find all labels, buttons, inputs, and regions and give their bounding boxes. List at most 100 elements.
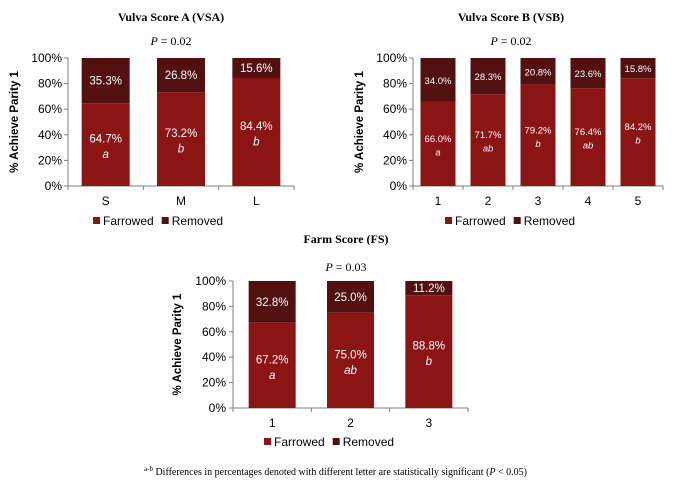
data-label-removed: 15.6% bbox=[240, 63, 273, 75]
bar-farrowed bbox=[405, 295, 453, 408]
data-label-farrowed: 66.0% bbox=[425, 134, 452, 145]
data-label-removed: 23.6% bbox=[575, 69, 602, 80]
footnote-p-value: < 0.05) bbox=[496, 467, 527, 478]
y-tick-label: 0% bbox=[45, 179, 63, 193]
footnote-p: P bbox=[488, 467, 495, 478]
p-symbol: P bbox=[489, 34, 498, 48]
bar-removed bbox=[157, 58, 205, 93]
bar-farrowed bbox=[157, 92, 205, 186]
legend-swatch bbox=[161, 217, 169, 224]
data-label-farrowed: 88.8% bbox=[413, 341, 446, 353]
p-value-label: P = 0.02 bbox=[149, 34, 191, 48]
bar-removed bbox=[620, 58, 656, 79]
y-axis-label: % Achieve Parity 1 bbox=[172, 293, 184, 395]
legend-swatch bbox=[445, 217, 452, 224]
p-value: = 0.02 bbox=[498, 34, 532, 48]
x-tick-label: L bbox=[253, 194, 260, 208]
y-tick-label: 60% bbox=[383, 102, 407, 116]
data-label-removed: 20.8% bbox=[525, 67, 552, 78]
bar-removed bbox=[405, 281, 453, 296]
data-label-farrowed: 75.0% bbox=[334, 349, 367, 361]
chart-panel-2: Vulva Score B (VSB) P = 0.02 % Achieve Par… bbox=[354, 10, 664, 228]
data-label-removed: 25.0% bbox=[334, 292, 367, 304]
data-label-farrowed: 84.2% bbox=[625, 122, 652, 133]
x-tick-label: 1 bbox=[435, 194, 442, 208]
y-tick-label: 100% bbox=[31, 51, 62, 65]
data-label-farrowed: 84.4% bbox=[240, 121, 273, 133]
bar-removed bbox=[470, 58, 506, 95]
bar-farrowed bbox=[420, 101, 456, 186]
y-tick-label: 60% bbox=[38, 102, 62, 116]
significance-letter: a bbox=[435, 147, 440, 158]
bar-farrowed bbox=[232, 77, 281, 186]
significance-letter: b bbox=[253, 136, 260, 148]
significance-letter: ab bbox=[483, 144, 494, 155]
significance-letter: ab bbox=[583, 141, 594, 152]
significance-letter: b bbox=[635, 136, 640, 147]
y-tick-label: 100% bbox=[195, 274, 226, 288]
legend-label: Removed bbox=[172, 214, 223, 228]
data-label-removed: 28.3% bbox=[475, 72, 502, 83]
legend-swatch bbox=[513, 217, 521, 224]
bar-removed bbox=[232, 58, 281, 78]
data-label-removed: 32.8% bbox=[256, 297, 289, 309]
y-tick-label: 40% bbox=[383, 128, 407, 142]
significance-letter: ab bbox=[344, 365, 357, 377]
legend-label: Removed bbox=[524, 214, 575, 228]
bar-farrowed bbox=[470, 94, 506, 186]
y-tick-label: 40% bbox=[38, 128, 62, 142]
bar-farrowed bbox=[620, 78, 656, 186]
bar-removed bbox=[248, 281, 296, 323]
data-label-farrowed: 71.7% bbox=[475, 130, 502, 141]
legend-label: Farrowed bbox=[274, 435, 325, 449]
y-tick-label: 100% bbox=[376, 51, 407, 65]
chart-title: Vulva Score A (VSA) bbox=[118, 10, 224, 24]
y-tick-label: 20% bbox=[38, 153, 62, 167]
significance-letter: b bbox=[178, 144, 185, 156]
x-tick-label: S bbox=[102, 194, 110, 208]
y-tick-label: 0% bbox=[209, 401, 227, 415]
bar-farrowed bbox=[570, 88, 606, 186]
bar-farrowed bbox=[248, 322, 296, 408]
y-tick-label: 60% bbox=[202, 325, 226, 339]
data-label-removed: 34.0% bbox=[425, 76, 452, 87]
y-axis-label: % Achieve Parity 1 bbox=[354, 70, 366, 172]
legend-swatch bbox=[93, 217, 100, 224]
significance-letter: a bbox=[102, 149, 108, 161]
footnote-superscript: a-b bbox=[144, 465, 153, 473]
x-tick-label: 2 bbox=[347, 416, 354, 430]
y-axis-label: % Achieve Parity 1 bbox=[9, 70, 21, 172]
p-value-label: P = 0.02 bbox=[489, 34, 531, 48]
legend-swatch bbox=[332, 438, 340, 445]
legend-swatch bbox=[264, 438, 271, 445]
bar-farrowed bbox=[520, 84, 556, 186]
significance-letter: a bbox=[269, 370, 275, 382]
data-label-removed: 26.8% bbox=[165, 70, 198, 82]
chart-title: Vulva Score B (VSB) bbox=[458, 10, 564, 24]
x-tick-label: 2 bbox=[485, 194, 492, 208]
y-tick-label: 80% bbox=[202, 299, 226, 313]
x-tick-label: 1 bbox=[269, 416, 276, 430]
bar-removed bbox=[570, 58, 606, 89]
chart-panel-1: Vulva Score A (VSA) P = 0.02 % Achieve Par… bbox=[9, 10, 295, 228]
x-tick-label: 4 bbox=[585, 194, 592, 208]
y-tick-label: 80% bbox=[383, 77, 407, 91]
x-tick-label: 3 bbox=[425, 416, 432, 430]
p-value: = 0.03 bbox=[333, 260, 367, 274]
significance-letter: b bbox=[426, 356, 433, 368]
y-tick-label: 20% bbox=[383, 153, 407, 167]
bar-farrowed bbox=[327, 312, 374, 408]
bar-removed bbox=[420, 58, 456, 102]
bar-removed bbox=[520, 58, 556, 85]
x-tick-label: 3 bbox=[535, 194, 542, 208]
chart-panel-3: Farm Score (FS) P = 0.03 % Achieve Parity … bbox=[172, 232, 469, 449]
bar-removed bbox=[327, 281, 374, 313]
data-label-removed: 15.8% bbox=[625, 64, 652, 75]
bar-removed bbox=[81, 58, 130, 104]
p-symbol: P bbox=[149, 34, 158, 48]
data-label-farrowed: 79.2% bbox=[525, 125, 552, 136]
p-value-label: P = 0.03 bbox=[324, 260, 366, 274]
p-symbol: P bbox=[324, 260, 333, 274]
data-label-farrowed: 67.2% bbox=[256, 354, 289, 366]
